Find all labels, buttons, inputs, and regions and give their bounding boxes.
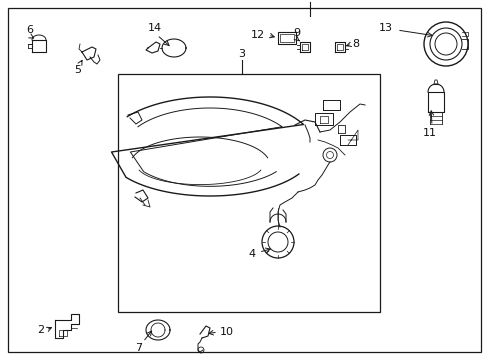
Text: 3: 3 [238,49,245,59]
Text: 2: 2 [37,325,44,335]
Text: 12: 12 [250,30,264,40]
Text: 4: 4 [248,248,270,259]
Text: 14: 14 [148,23,162,33]
Bar [278,32,295,44]
Bar [280,34,293,42]
Text: 13: 13 [378,23,392,33]
Text: 5: 5 [74,65,81,75]
Text: 10: 10 [220,327,234,337]
Text: 7: 7 [135,343,142,353]
Text: 9: 9 [293,28,300,38]
Text: 6: 6 [26,25,34,35]
Text: 1: 1 [305,0,313,2]
Text: 11: 11 [422,128,436,138]
Bar [118,74,379,312]
Text: 8: 8 [351,39,358,49]
